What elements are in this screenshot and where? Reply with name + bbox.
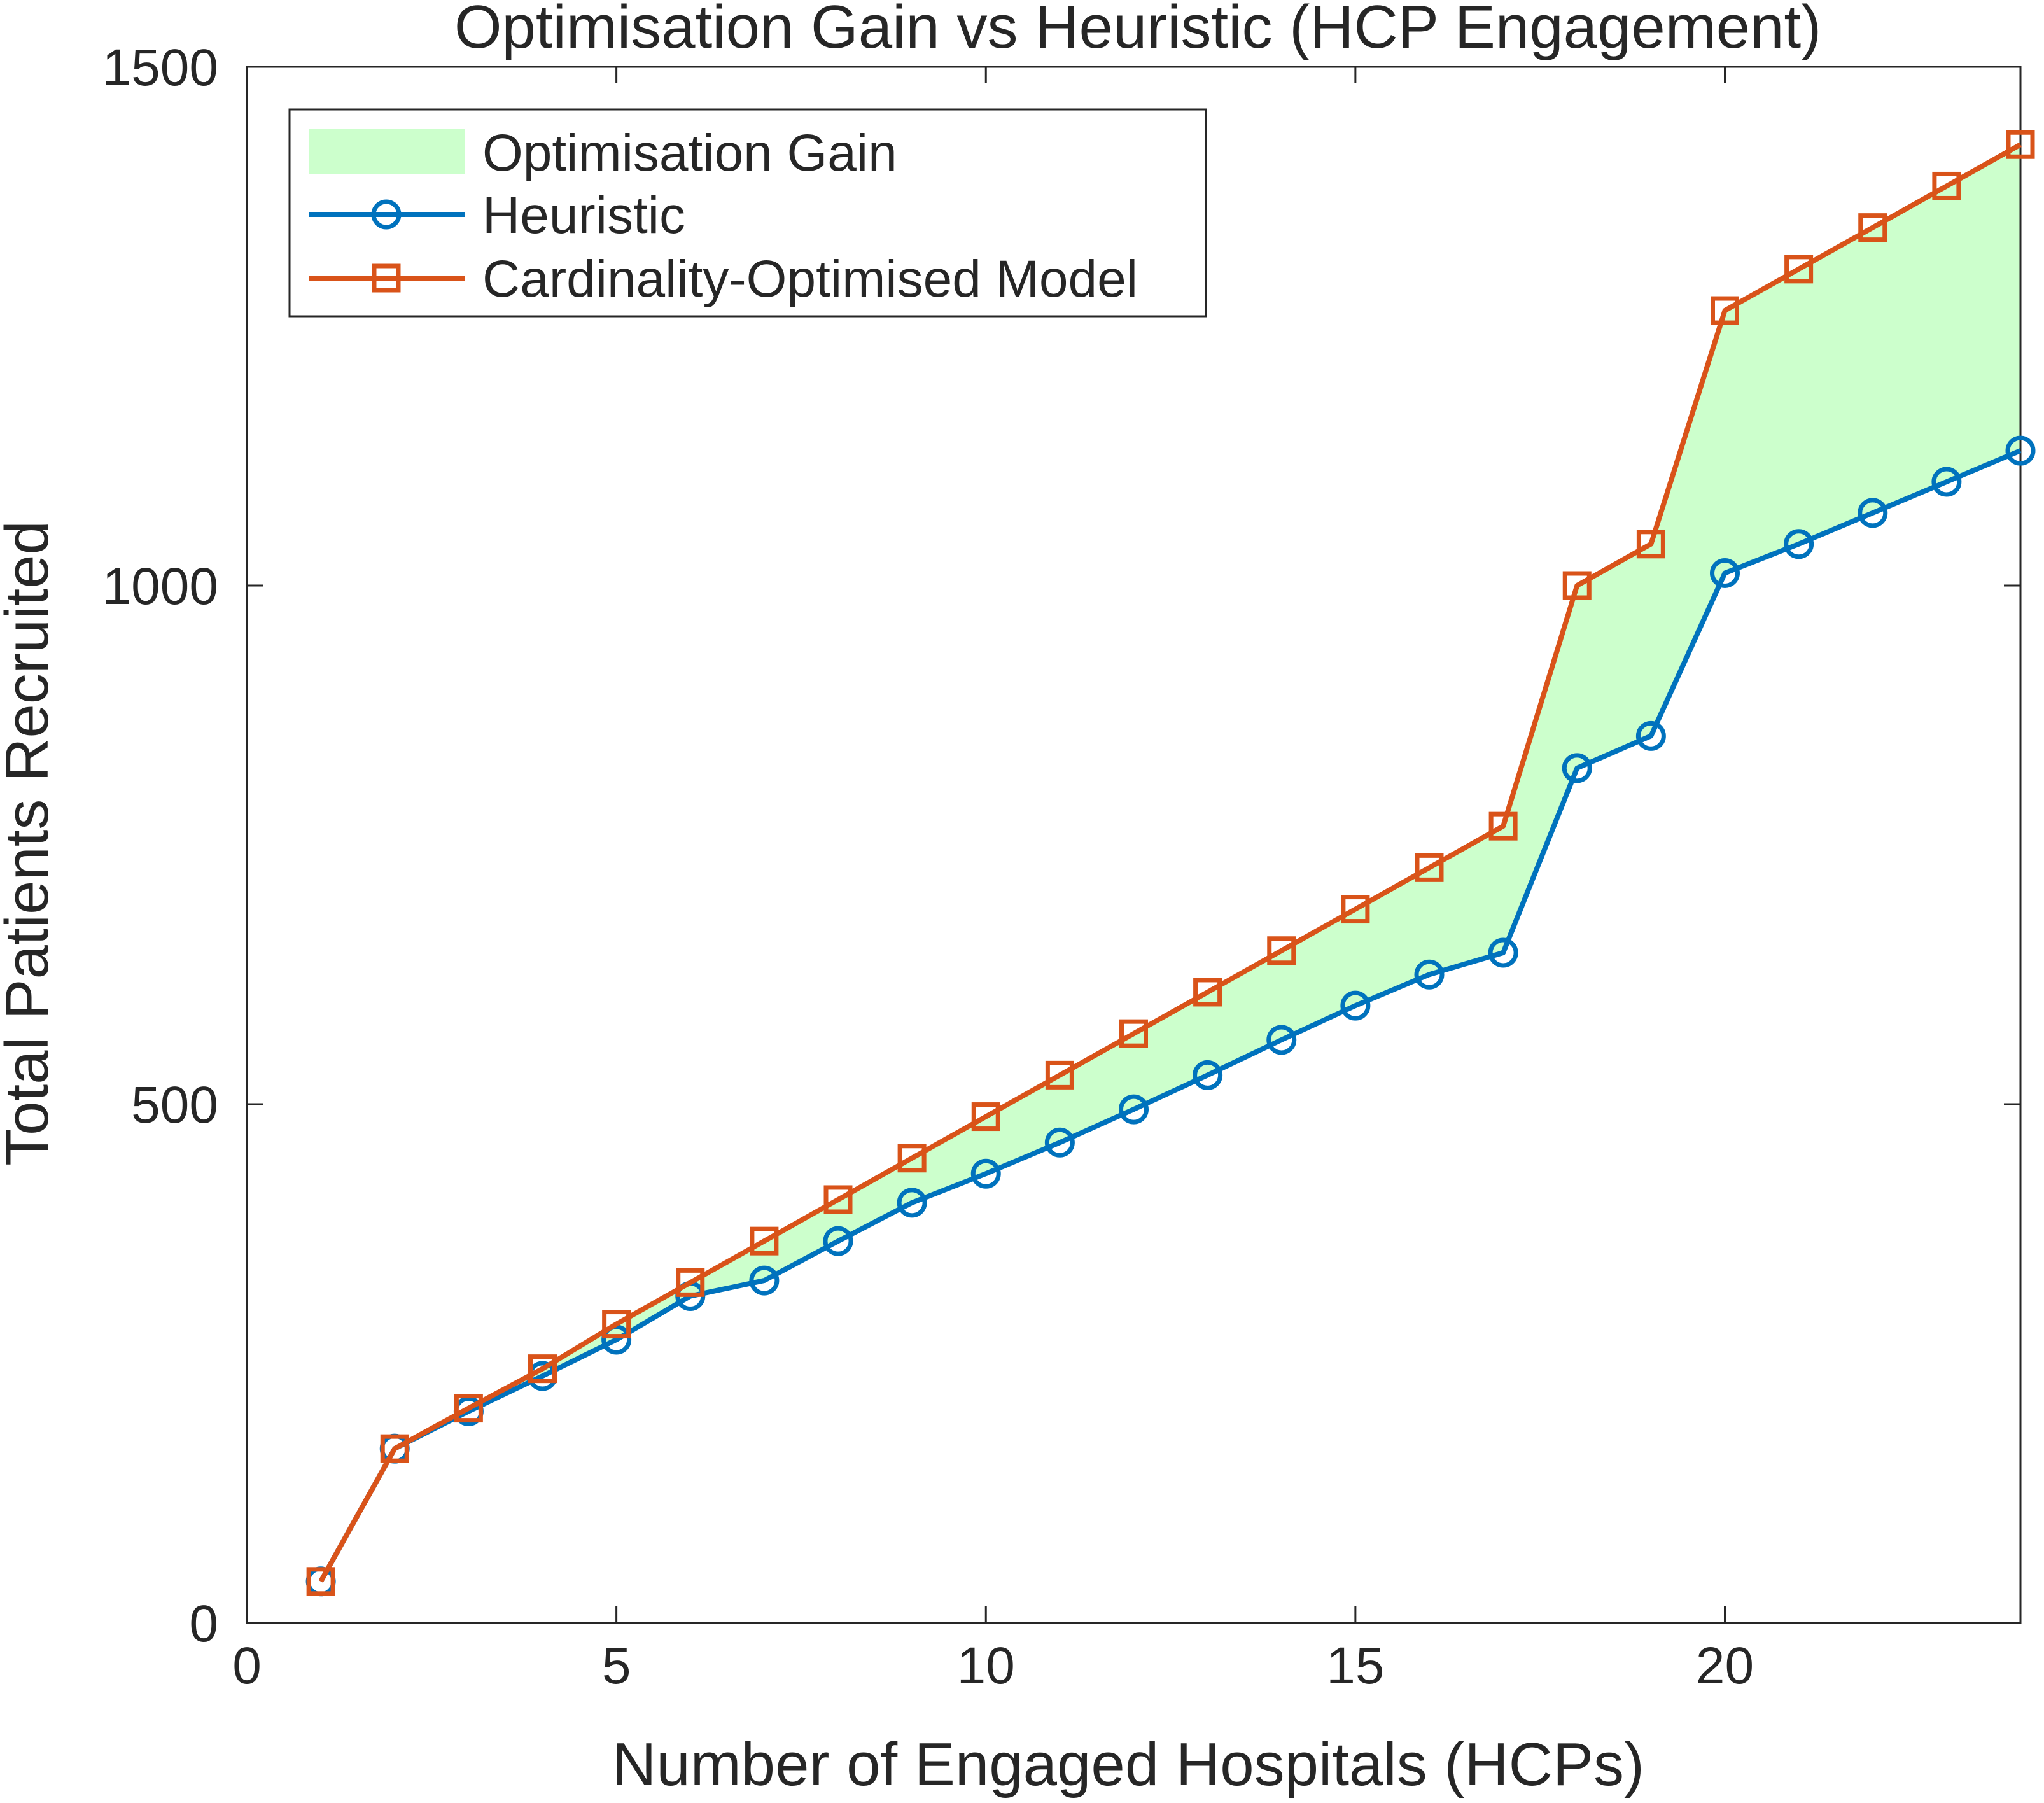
optimised-point — [454, 1394, 483, 1423]
optimised-point — [750, 1226, 779, 1256]
optimised-point — [528, 1354, 557, 1384]
y-axis-label: Total Patients Recruited — [0, 521, 61, 1166]
legend-label-gain: Optimisation Gain — [482, 124, 897, 182]
optimised-point — [1119, 1019, 1148, 1048]
optimised-point — [2006, 130, 2035, 159]
optimised-point — [602, 1310, 631, 1339]
x-axis-label: Number of Engaged Hospitals (HCPs) — [612, 1730, 1644, 1799]
chart-title: Optimisation Gain vs Heuristic (HCP Enga… — [454, 0, 1821, 61]
axes-box — [246, 66, 2022, 1624]
optimised-point — [1341, 895, 1370, 924]
heuristic-point — [897, 1188, 927, 1218]
legend-swatch-gain — [309, 129, 465, 174]
optimised-point — [380, 1434, 409, 1463]
heuristic-point — [1266, 1025, 1297, 1055]
y-tick-label: 1500 — [102, 39, 218, 97]
heuristic-point — [1119, 1094, 1149, 1125]
plot-area: 0 5 10 15 20 0 500 1000 1500 — [102, 39, 2036, 1695]
optimised-point — [1488, 811, 1518, 841]
x-tick-label: 5 — [602, 1637, 631, 1695]
legend-label-optimised: Cardinality-Optimised Model — [482, 250, 1138, 308]
optimised-point — [823, 1185, 853, 1214]
optimised-point — [306, 1567, 335, 1596]
heuristic-point — [823, 1226, 853, 1256]
optimised-point — [1045, 1060, 1074, 1090]
heuristic-point — [1488, 937, 1518, 968]
optimised-point — [1193, 978, 1222, 1007]
optimised-point — [1415, 853, 1444, 882]
optimised-point — [1267, 936, 1296, 965]
optimisation-gain-area — [321, 144, 2020, 1582]
optimised-point — [971, 1102, 1000, 1132]
heuristic-point — [1858, 498, 1888, 528]
heuristic-point — [1562, 753, 1592, 783]
optimised-point — [1636, 530, 1665, 559]
heuristic-point — [749, 1265, 780, 1296]
heuristic-point — [1193, 1060, 1223, 1090]
y-tick-label: 0 — [189, 1595, 218, 1653]
optimised-point — [1711, 296, 1739, 325]
y-tick-label: 500 — [131, 1076, 218, 1134]
y-tick-label: 1000 — [102, 558, 218, 615]
legend-marker-heuristic — [371, 199, 402, 230]
legend-label-heuristic: Heuristic — [482, 186, 685, 244]
heuristic-point — [1044, 1127, 1075, 1158]
heuristic-point — [970, 1158, 1001, 1189]
heuristic-point — [1931, 467, 1962, 497]
x-tick-label: 20 — [1696, 1637, 1754, 1695]
optimised-point — [1932, 171, 1961, 200]
optimised-point — [1858, 213, 1887, 242]
legend-marker-optimised — [372, 263, 401, 293]
heuristic-point — [1710, 558, 1740, 588]
x-tick-label: 10 — [957, 1637, 1015, 1695]
x-tick-label: 15 — [1326, 1637, 1384, 1695]
optimised-point — [1562, 571, 1592, 600]
optimised-point — [897, 1144, 927, 1173]
heuristic-point — [1414, 959, 1445, 990]
heuristic-point — [2005, 435, 2036, 466]
heuristic-point — [1784, 529, 1814, 559]
optimised-point — [1784, 255, 1814, 284]
heuristic-point — [1635, 720, 1666, 751]
optimised-point — [676, 1268, 705, 1297]
x-tick-label: 0 — [232, 1637, 262, 1695]
heuristic-point — [1340, 990, 1371, 1021]
